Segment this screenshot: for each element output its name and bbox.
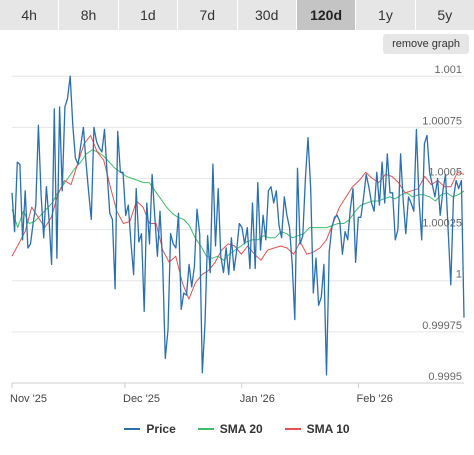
sma20-line xyxy=(11,149,465,261)
range-4h-button[interactable]: 4h xyxy=(0,0,59,30)
remove-graph-button[interactable]: remove graph xyxy=(383,34,469,54)
legend-swatch-sma10 xyxy=(284,428,301,430)
x-tick-label: Feb '26 xyxy=(357,393,393,405)
range-5y-button[interactable]: 5y xyxy=(415,0,474,30)
x-axis-ticks: Nov '25 Dec '25 Jan '26 Feb '26 xyxy=(10,383,393,405)
legend: Price SMA 20 SMA 10 xyxy=(0,419,474,439)
sma10-line xyxy=(11,135,465,300)
legend-item-sma20[interactable]: SMA 20 xyxy=(197,419,263,439)
legend-swatch-price xyxy=(124,428,141,430)
x-tick-label: Jan '26 xyxy=(240,393,275,405)
legend-label-sma10: SMA 10 xyxy=(306,422,350,436)
range-30d-button[interactable]: 30d xyxy=(237,0,296,30)
grid-lines xyxy=(12,75,464,384)
series-lines xyxy=(11,75,465,376)
legend-item-price[interactable]: Price xyxy=(124,419,176,439)
y-tick-label: 1 xyxy=(456,269,462,281)
y-tick-label: 1.0005 xyxy=(428,166,462,178)
y-tick-label: 0.99975 xyxy=(422,320,462,332)
range-120d-button[interactable]: 120d xyxy=(296,0,356,30)
range-selector: 4h 8h 1d 7d 30d 120d 1y 5y xyxy=(0,0,474,30)
y-tick-label: 1.001 xyxy=(434,64,462,76)
legend-label-sma20: SMA 20 xyxy=(219,422,263,436)
y-axis-ticks: 1.001 1.00075 1.0005 1.00025 1 0.99975 0.9995 xyxy=(422,64,462,383)
y-tick-label: 1.00025 xyxy=(422,218,462,230)
y-tick-label: 0.9995 xyxy=(428,371,462,383)
range-7d-button[interactable]: 7d xyxy=(178,0,237,30)
legend-label-price: Price xyxy=(146,422,176,436)
range-8h-button[interactable]: 8h xyxy=(59,0,118,30)
y-tick-label: 1.00075 xyxy=(422,115,462,127)
price-chart[interactable]: 1.0011.000751.00051.0002510.999750.9995 … xyxy=(0,56,474,416)
x-tick-label: Dec '25 xyxy=(123,393,160,405)
price-line xyxy=(11,75,465,376)
range-1y-button[interactable]: 1y xyxy=(356,0,415,30)
legend-item-sma10[interactable]: SMA 10 xyxy=(284,419,350,439)
range-1d-button[interactable]: 1d xyxy=(118,0,178,30)
legend-swatch-sma20 xyxy=(197,428,214,430)
x-tick-label: Nov '25 xyxy=(10,393,47,405)
